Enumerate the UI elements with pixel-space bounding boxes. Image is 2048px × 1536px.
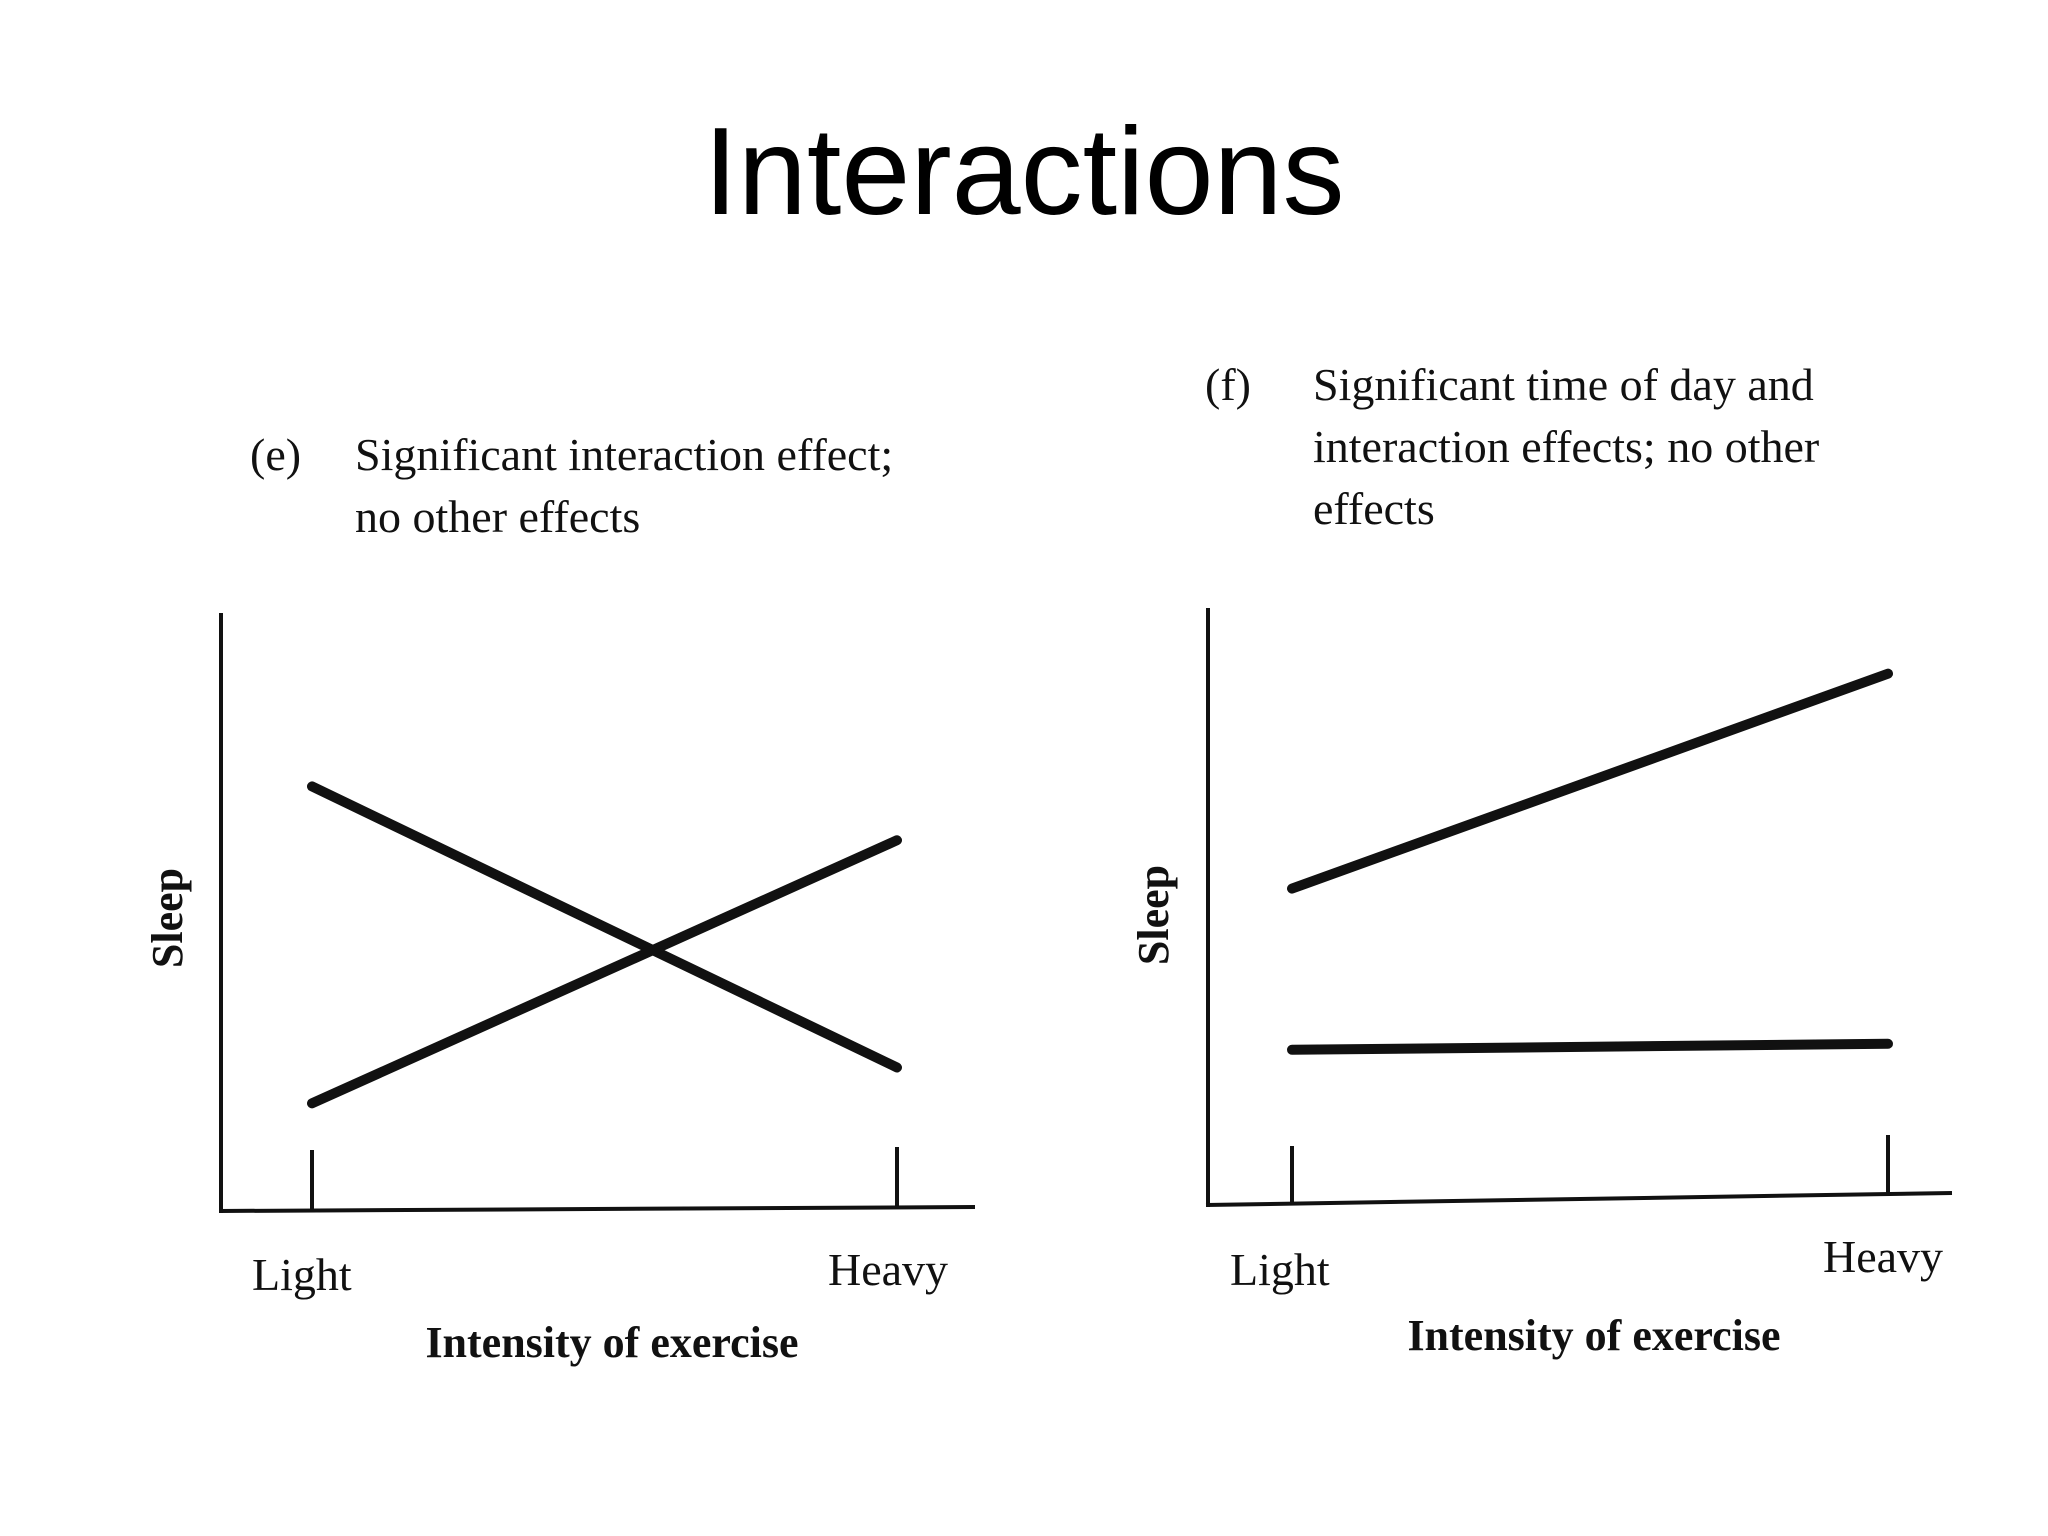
panel-f-tag: (f) <box>1205 359 1251 410</box>
panel-f-caption-line-3: effects <box>1313 483 1435 534</box>
panel-f-x-axis-title: Intensity of exercise <box>1407 1311 1780 1360</box>
panel-e: (e) Significant interaction effect; no o… <box>143 429 976 1367</box>
panel-e-y-axis-title: Sleep <box>143 868 192 968</box>
panel-e-x-axis <box>218 1205 976 1213</box>
panel-e-tick-label-heavy: Heavy <box>828 1244 948 1295</box>
panel-f-y-axis-title: Sleep <box>1129 865 1178 965</box>
panel-e-tick-label-light: Light <box>252 1249 352 1300</box>
panel-f-tick-label-heavy: Heavy <box>1823 1231 1943 1282</box>
panel-f-series-1-line <box>1287 668 1893 894</box>
panel-f: (f) Significant time of day and interact… <box>1129 359 1953 1360</box>
panel-f-series-2-line <box>1287 1038 1893 1055</box>
panel-e-caption-line-2: no other effects <box>355 491 640 542</box>
slide-title: Interactions <box>703 103 1345 241</box>
panel-e-x-axis-title: Intensity of exercise <box>425 1318 798 1367</box>
panel-e-series-1-line <box>307 781 902 1073</box>
panel-e-tag: (e) <box>250 429 301 480</box>
panel-e-caption-line-1: Significant interaction effect; <box>355 429 893 480</box>
panel-f-caption-line-2: interaction effects; no other <box>1313 421 1819 472</box>
panel-f-tick-label-light: Light <box>1230 1244 1330 1295</box>
panel-e-series-2-line <box>307 835 902 1109</box>
panel-f-caption-line-1: Significant time of day and <box>1313 359 1814 410</box>
panel-f-x-axis <box>1205 1191 1953 1207</box>
